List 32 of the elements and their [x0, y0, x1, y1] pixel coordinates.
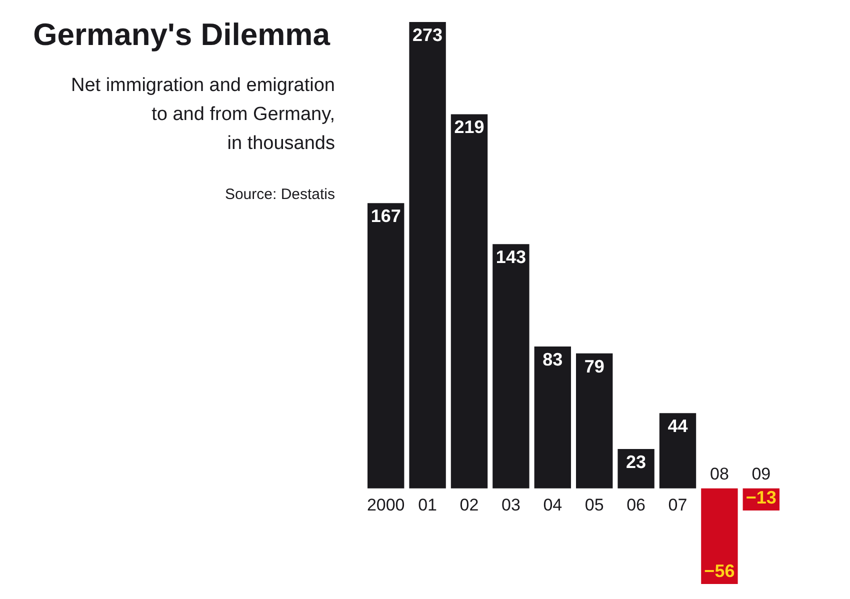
text: Net immigration and emigration to and from Germany, in thousands — [70, 75, 335, 154]
data-label: 143 — [496, 247, 526, 268]
bar — [368, 203, 404, 488]
x-tick-label: 02 — [460, 495, 479, 514]
x-tick-label: 06 — [626, 495, 646, 514]
chart-title: Germany's Dilemma — [33, 17, 331, 52]
bar — [534, 346, 571, 488]
bar — [450, 114, 488, 488]
bar — [659, 413, 696, 488]
bar — [492, 244, 530, 488]
x-tick-label: 09 — [752, 464, 771, 484]
x-tick-label: 04 — [543, 495, 562, 514]
bar — [576, 353, 613, 488]
data-label: −13 — [746, 488, 776, 508]
data-label: 79 — [584, 356, 604, 376]
x-tick-label: 01 — [418, 495, 438, 514]
data-label: −56 — [704, 561, 735, 581]
data-label: 83 — [542, 350, 563, 370]
x-tick-label: 03 — [501, 495, 520, 514]
data-label: 23 — [626, 452, 646, 472]
data-label: 273 — [412, 25, 443, 45]
bar — [701, 488, 738, 584]
x-tick-label: 05 — [584, 495, 604, 514]
x-tick-label: 07 — [668, 495, 688, 514]
x-tick-label: 2000 — [366, 495, 405, 514]
bar — [618, 449, 654, 488]
data-label: 44 — [668, 416, 688, 436]
data-label: 219 — [454, 117, 484, 138]
bar — [409, 22, 446, 488]
x-tick-label: 08 — [710, 464, 729, 484]
source-note: Source: Destatis — [224, 186, 335, 203]
data-label: 167 — [370, 206, 401, 226]
